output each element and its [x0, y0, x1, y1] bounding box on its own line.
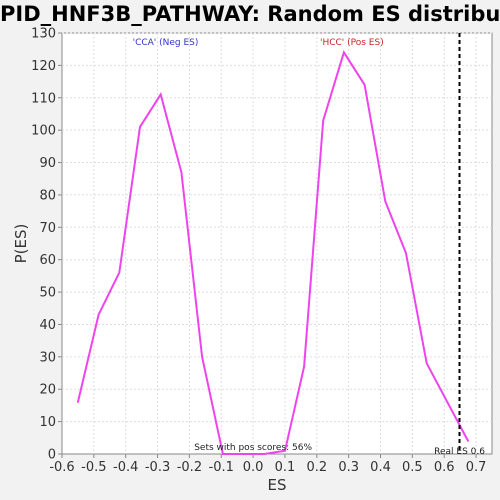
data-point — [201, 356, 203, 358]
x-tick-label: -0.4 — [113, 460, 138, 475]
real-es-label: Real ES 0.6 — [434, 447, 485, 457]
y-tick-label: 90 — [39, 156, 56, 171]
y-tick-label: 120 — [31, 59, 56, 74]
data-point — [97, 313, 100, 316]
y-tick-label: 50 — [39, 286, 56, 301]
data-point — [384, 200, 387, 203]
data-point — [467, 440, 469, 442]
data-point — [118, 271, 121, 274]
y-tick-label: 100 — [31, 124, 56, 139]
y-tick-label: 110 — [31, 91, 56, 106]
y-tick-label: 20 — [39, 383, 56, 398]
x-tick-label: 0.1 — [275, 460, 296, 475]
series-layer — [76, 50, 469, 455]
data-point — [139, 126, 141, 128]
data-point — [77, 401, 79, 403]
x-tick-label: -0.1 — [209, 460, 234, 475]
x-tick-label: 0.6 — [434, 460, 455, 475]
data-point — [363, 84, 366, 86]
data-point — [263, 453, 266, 455]
x-tick-label: 0.0 — [243, 460, 264, 475]
x-tick-label: 0.7 — [466, 460, 487, 475]
y-tick-label: 70 — [39, 221, 56, 236]
x-tick-label: -0.5 — [81, 460, 106, 475]
y-tick-label: 80 — [39, 188, 56, 203]
x-tick-label: 0.2 — [306, 460, 327, 475]
data-point — [303, 365, 305, 368]
x-tick-label: -0.3 — [145, 460, 170, 475]
plot-area — [61, 32, 493, 455]
data-point — [446, 401, 449, 403]
x-tick-label: 0.5 — [402, 460, 423, 475]
pos-es-label: 'HCC' (Pos ES) — [320, 38, 384, 48]
y-tick-label: 0 — [48, 448, 56, 463]
x-tick-label: -0.2 — [177, 460, 202, 475]
y-axis-label: P(ES) — [12, 224, 30, 264]
x-tick-label: -0.6 — [49, 460, 74, 475]
y-tick-label: 10 — [39, 415, 56, 430]
data-point — [343, 51, 345, 54]
data-point — [222, 453, 224, 455]
y-tick-label: 60 — [39, 253, 56, 268]
x-tick-label: 0.4 — [370, 460, 391, 475]
data-point — [425, 362, 428, 365]
chart-title: PID_HNF3B_PATHWAY: Random ES distributio… — [0, 2, 500, 26]
data-point — [159, 93, 162, 96]
x-axis-label: ES — [268, 476, 287, 494]
data-point — [405, 252, 407, 255]
y-tick-label: 130 — [31, 27, 56, 42]
data-point — [180, 171, 183, 174]
y-tick-label: 30 — [39, 350, 56, 365]
data-point — [284, 449, 286, 452]
distribution-line — [76, 50, 469, 455]
sets-with-pos-scores: Sets with pos scores: 56% — [194, 443, 312, 453]
data-point — [322, 119, 324, 122]
y-tick-label: 40 — [39, 318, 56, 333]
data-point — [242, 453, 245, 455]
neg-es-label: 'CCA' (Neg ES) — [133, 38, 199, 48]
x-tick-label: 0.3 — [338, 460, 359, 475]
annotations: 'CCA' (Neg ES) 'HCC' (Pos ES) Sets with po… — [133, 33, 485, 457]
